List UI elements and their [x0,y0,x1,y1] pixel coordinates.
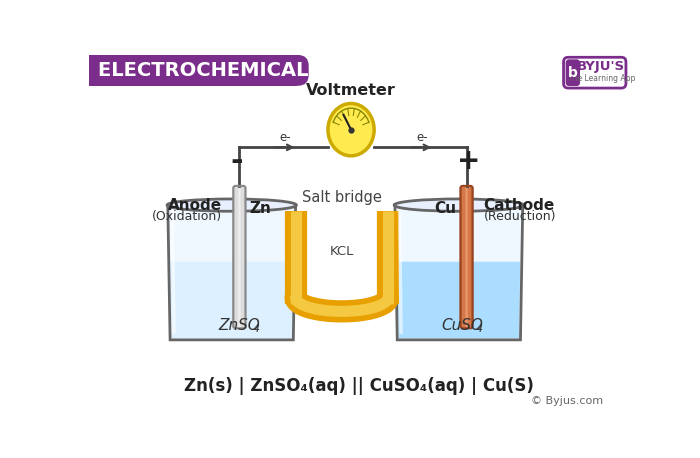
Text: ZnSO: ZnSO [218,318,260,333]
Text: b: b [568,66,578,81]
Polygon shape [398,262,520,338]
Text: (Oxidation): (Oxidation) [153,210,223,223]
Text: ELECTROCHEMICAL CELL: ELECTROCHEMICAL CELL [99,61,368,80]
Text: © Byjus.com: © Byjus.com [531,397,603,406]
FancyBboxPatch shape [233,186,246,328]
Text: BYJU'S: BYJU'S [578,60,625,73]
Text: 4: 4 [476,324,483,334]
Polygon shape [168,205,295,340]
Text: CuSO: CuSO [442,318,484,333]
Text: KCL: KCL [330,245,354,258]
FancyBboxPatch shape [238,186,241,328]
Text: e-: e- [279,131,291,143]
Text: +: + [457,147,480,175]
Text: Zn: Zn [249,202,272,217]
Text: Zn(s) | ZnSO₄(aq) || CuSO₄(aq) | Cu(S): Zn(s) | ZnSO₄(aq) || CuSO₄(aq) | Cu(S) [184,377,533,395]
Text: (Reduction): (Reduction) [484,210,556,223]
Text: The Learning App: The Learning App [568,74,635,82]
Text: Voltmeter: Voltmeter [306,83,396,98]
Text: e-: e- [416,131,428,143]
FancyBboxPatch shape [466,186,468,328]
FancyBboxPatch shape [89,55,309,86]
FancyBboxPatch shape [462,186,471,328]
Ellipse shape [328,104,374,156]
FancyBboxPatch shape [564,57,626,88]
Text: -: - [231,147,244,176]
Ellipse shape [167,199,296,211]
Text: Cu: Cu [435,202,456,217]
FancyBboxPatch shape [234,186,244,328]
Bar [89,55,112,86]
Polygon shape [170,262,293,338]
Text: Cathode: Cathode [484,197,554,213]
Ellipse shape [394,199,524,211]
Text: Salt bridge: Salt bridge [302,190,382,205]
FancyBboxPatch shape [461,186,473,328]
FancyBboxPatch shape [567,60,579,85]
Text: Anode: Anode [168,197,223,213]
Bar [89,55,297,86]
Polygon shape [395,205,523,340]
Text: 4: 4 [253,324,260,334]
